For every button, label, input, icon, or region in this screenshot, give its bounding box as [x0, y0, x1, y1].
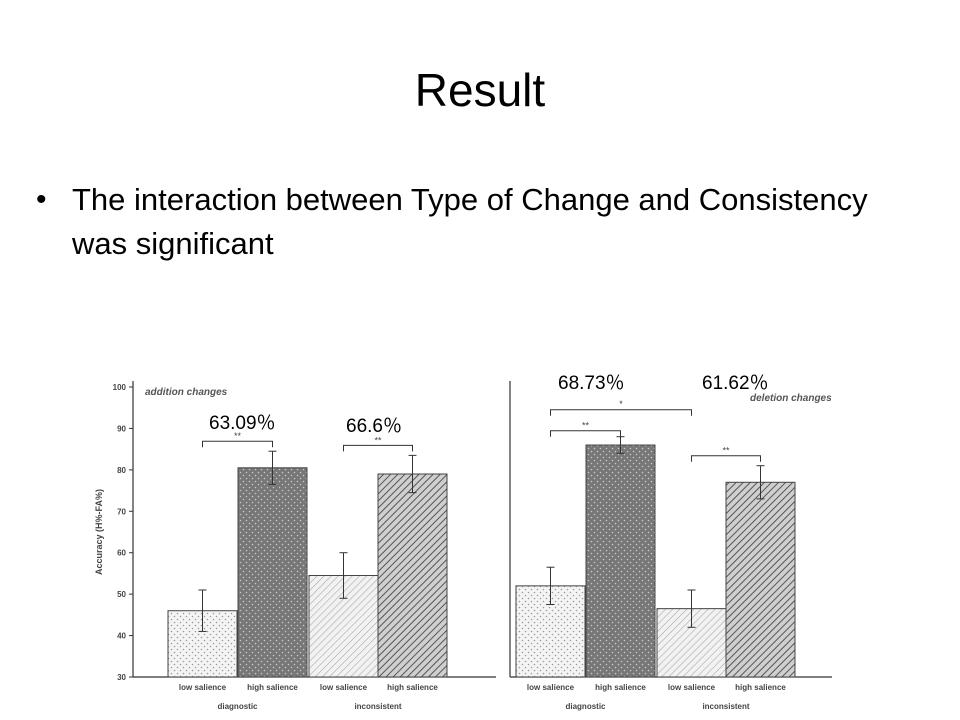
bullet-text: The interaction between Type of Change a…	[72, 182, 868, 261]
panel-title: deletion changes	[750, 393, 832, 404]
percentage-label-addition-diagnostic: 63.09％	[209, 413, 276, 434]
panel-title: addition changes	[145, 387, 228, 398]
y-tick-label: 60	[117, 549, 126, 558]
cross-significance-bracket	[550, 409, 692, 416]
significance-bracket	[343, 444, 413, 452]
percentage-label-deletion-inconsistent: 61.62％	[702, 373, 769, 394]
y-tick-label: 50	[117, 590, 126, 599]
bar	[585, 444, 656, 678]
y-tick-label: 80	[117, 466, 126, 475]
x-tick-label: low salience	[179, 683, 227, 692]
significance-bracket	[202, 440, 273, 448]
x-group-label: inconsistent	[354, 702, 401, 711]
accuracy-bar-chart: 30 40 50 60 70 80 90 100 Accuracy (H%-FA%) additi…	[94, 381, 832, 711]
percentage-label-addition-inconsistent: 66.6％	[346, 416, 402, 437]
y-tick-label: 100	[113, 383, 127, 392]
x-tick-label: high salience	[735, 683, 786, 692]
cross-significance-label: *	[619, 399, 623, 409]
x-tick-label: high salience	[247, 683, 298, 692]
x-group-label: diagnostic	[217, 702, 258, 711]
bar	[237, 467, 308, 678]
significance-label: **	[582, 421, 590, 431]
percentage-label-deletion-diagnostic: 68.73％	[558, 373, 625, 394]
x-group-label: inconsistent	[702, 702, 749, 711]
significance-label: **	[234, 431, 242, 441]
bar	[725, 481, 796, 678]
significance-bracket	[550, 430, 621, 437]
x-tick-label: low salience	[527, 683, 575, 692]
y-axis-label: Accuracy (H%-FA%)	[94, 489, 104, 575]
significance-bracket	[691, 455, 761, 462]
x-tick-label: high salience	[387, 683, 438, 692]
y-tick-label: 70	[117, 507, 126, 516]
significance-label: **	[374, 435, 382, 445]
bullet-item: • The interaction between Type of Change…	[36, 178, 916, 266]
bar	[377, 473, 448, 678]
y-tick-label: 30	[117, 673, 126, 682]
x-tick-label: low salience	[320, 683, 368, 692]
y-tick-label: 90	[117, 424, 126, 433]
significance-label: **	[722, 446, 730, 456]
x-tick-label: high salience	[595, 683, 646, 692]
bullet-dot-icon: •	[36, 183, 47, 216]
x-group-label: diagnostic	[565, 702, 606, 711]
slide-title: Result	[414, 64, 546, 116]
x-tick-label: low salience	[668, 683, 716, 692]
y-tick-label: 40	[117, 632, 126, 641]
